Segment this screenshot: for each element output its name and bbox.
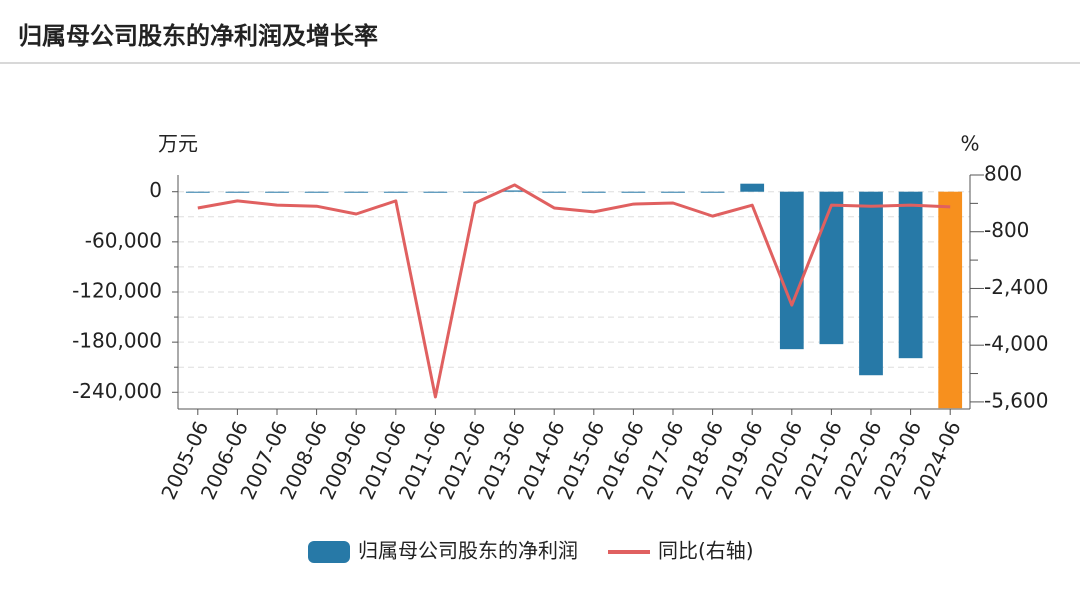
bar [423, 191, 448, 193]
y-tick-label: -180,000 [72, 329, 162, 353]
header: 归属母公司股东的净利润及增长率 [0, 0, 1080, 64]
bar [938, 191, 963, 409]
y2-tick-label: -5,600 [984, 388, 1048, 412]
bar [463, 191, 487, 193]
line [197, 183, 951, 399]
y2-tick-label: -4,000 [984, 332, 1048, 356]
chart-title: 归属母公司股东的净利润及增长率 [18, 22, 378, 50]
y2-tick-label: -800 [984, 218, 1029, 242]
bar [344, 191, 369, 193]
bar [661, 191, 685, 193]
bar [542, 191, 567, 193]
bar [740, 183, 765, 192]
y-tick-label: -120,000 [72, 279, 162, 303]
bar [700, 191, 725, 193]
legend-label: 归属母公司股东的净利润 [358, 539, 578, 563]
y-tick-label: -60,000 [85, 228, 162, 252]
y2-tick-label: -2,400 [984, 275, 1048, 299]
bar [383, 191, 408, 193]
y2-tick-label: 800 [984, 162, 1022, 186]
bar [621, 191, 646, 193]
bar [185, 191, 210, 193]
bar [265, 191, 289, 193]
bar [581, 191, 606, 193]
legend-label: 同比(右轴) [658, 539, 754, 563]
y2-unit: % [960, 132, 979, 156]
bar [779, 191, 804, 350]
bar [859, 191, 883, 376]
bar [304, 191, 329, 193]
bar [898, 191, 923, 359]
bar [502, 190, 527, 192]
bar [225, 191, 250, 193]
bar [819, 191, 844, 345]
y-unit: 万元 [158, 132, 198, 156]
y-tick-label: -240,000 [72, 379, 162, 403]
y-tick-label: 0 [149, 178, 162, 202]
legend-swatch [308, 541, 350, 563]
